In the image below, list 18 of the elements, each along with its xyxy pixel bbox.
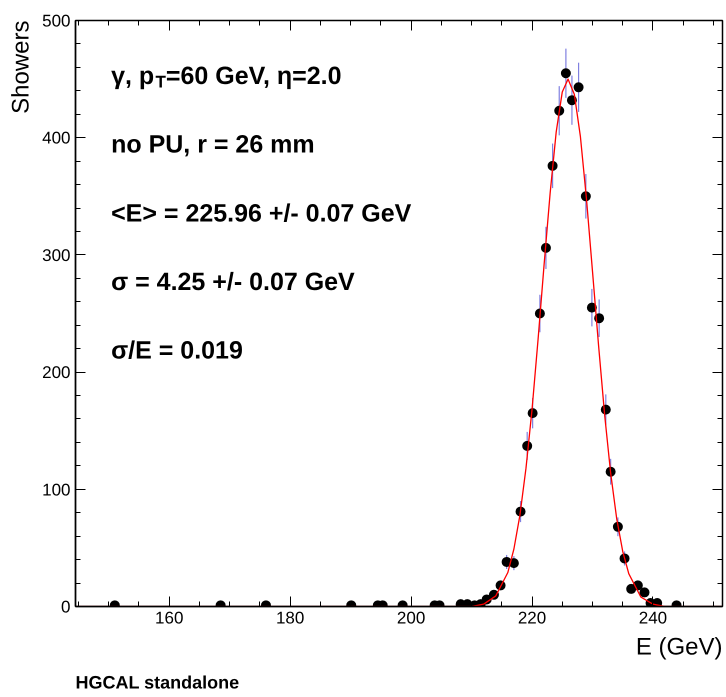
annotation: σ/E = 0.019 <box>111 336 243 364</box>
y-tick-label: 200 <box>42 363 71 382</box>
y-axis-title: Showers <box>8 20 34 114</box>
x-tick-label: 160 <box>155 608 184 628</box>
text: HGCAL standalone <box>76 672 240 692</box>
x-tick-label: 180 <box>276 608 304 628</box>
x-axis-title: E (GeV) <box>636 634 723 660</box>
y-tick-label: 300 <box>42 246 71 265</box>
x-tick-label: 240 <box>638 608 668 628</box>
y-tick-label: 0 <box>61 598 71 616</box>
x-tick-label: 200 <box>396 608 426 628</box>
y-tick-label: 100 <box>42 480 71 500</box>
annotation: <E> = 225.96 +/- 0.07 GeV <box>111 199 412 228</box>
x-tick-label: 220 <box>518 608 546 628</box>
y-tick-label: 500 <box>42 12 71 30</box>
annotation: no PU, r = 26 mm <box>111 130 315 159</box>
y-tick-label: 400 <box>42 128 71 148</box>
annotation: σ = 4.25 +/- 0.07 GeV <box>111 268 356 296</box>
